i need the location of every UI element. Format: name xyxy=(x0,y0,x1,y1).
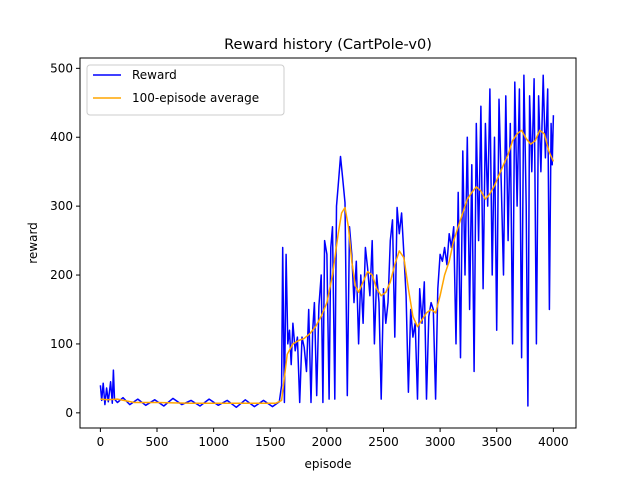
legend-box xyxy=(86,64,285,116)
y-tick-label: 500 xyxy=(50,61,73,75)
y-axis: 0 100 200 300 400 500 xyxy=(50,61,80,420)
plot-frame xyxy=(79,57,577,429)
y-axis-title: reward xyxy=(26,222,40,264)
y-tick-label: 300 xyxy=(50,199,73,213)
x-tick-label: 500 xyxy=(146,435,169,449)
legend: Reward 100-episode average xyxy=(86,64,285,116)
chart-title: Reward history (CartPole-v0) xyxy=(224,37,432,53)
legend-label-average: 100-episode average xyxy=(132,91,259,105)
x-tick-label: 3000 xyxy=(425,435,456,449)
x-axis-title: episode xyxy=(305,457,352,471)
x-tick-label: 3500 xyxy=(481,435,512,449)
x-tick-label: 4000 xyxy=(538,435,569,449)
y-tick-label: 0 xyxy=(65,406,73,420)
x-tick-label: 0 xyxy=(97,435,105,449)
x-tick-label: 1500 xyxy=(255,435,286,449)
series-line-average xyxy=(100,129,555,404)
x-tick-label: 2000 xyxy=(312,435,343,449)
x-axis: 0 500 1000 1500 2000 2500 3000 3500 4000 xyxy=(97,428,569,449)
y-tick-label: 200 xyxy=(50,268,73,282)
y-tick-label: 100 xyxy=(50,337,73,351)
x-tick-label: 1000 xyxy=(198,435,229,449)
y-tick-label: 400 xyxy=(50,130,73,144)
legend-label-reward: Reward xyxy=(132,68,177,82)
x-tick-label: 2500 xyxy=(368,435,399,449)
series-layer xyxy=(99,74,555,409)
series-line-reward xyxy=(99,74,555,409)
